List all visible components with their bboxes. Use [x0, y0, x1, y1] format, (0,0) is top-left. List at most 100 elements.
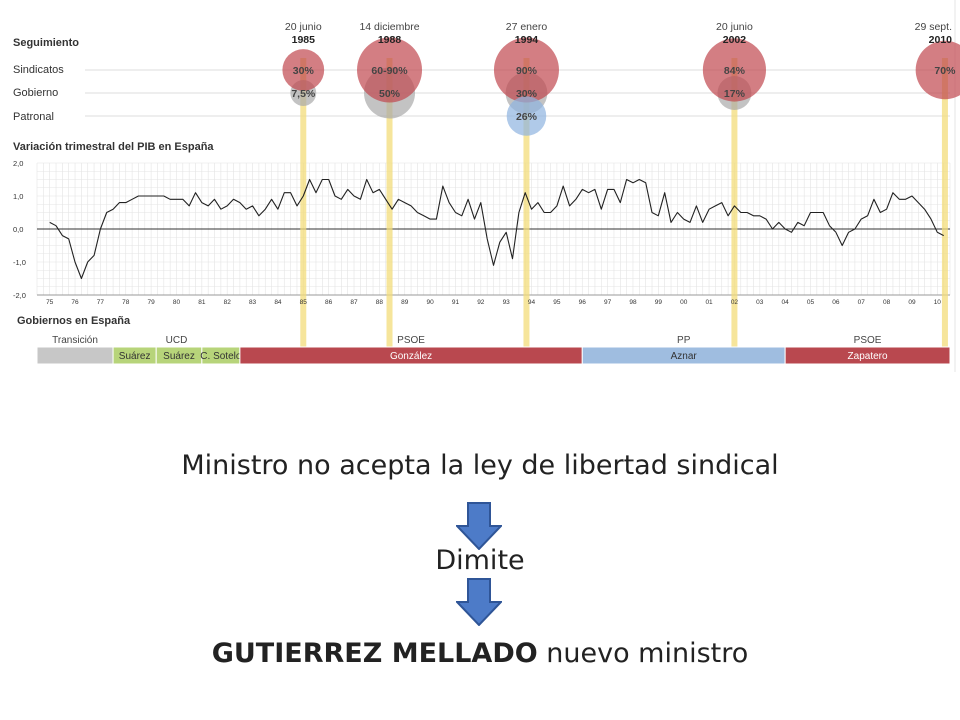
event-lines — [300, 58, 948, 356]
x-tick-label: 01 — [705, 299, 713, 306]
y-tick-label: -2,0 — [13, 291, 26, 300]
x-tick-label: 07 — [858, 299, 866, 306]
event-year: 1994 — [515, 34, 539, 46]
governments-heading: Gobiernos en España — [17, 315, 131, 327]
event-date: 27 enero — [506, 21, 548, 33]
event-date: 29 sept. — [915, 21, 952, 33]
strike-gdp-chart: 2,0 1,0 0,0 -1,0 -2,0 75 76 77 78 79 80 81 82 83 84 85 8… — [0, 0, 960, 372]
slide-line-1: Ministro no acepta la ley de libertad si… — [181, 450, 779, 481]
x-tick-label: 05 — [807, 299, 815, 306]
party-label: PSOE — [854, 335, 882, 346]
patronal-bubble — [506, 96, 547, 136]
event-year: 1985 — [292, 34, 316, 46]
x-tick-label: 08 — [883, 299, 891, 306]
sindicatos-percent: 90% — [516, 65, 538, 77]
x-tick-label: 84 — [274, 299, 282, 306]
x-tick-label: 94 — [528, 299, 536, 306]
event-year: 1988 — [378, 34, 402, 46]
sindicatos-percent: 84% — [724, 65, 746, 77]
event-date: 20 junio — [285, 21, 322, 33]
chart-grid — [36, 69, 951, 296]
x-tick-label: 90 — [426, 299, 434, 306]
x-tick-label: 95 — [553, 299, 561, 306]
x-tick-label: 10 — [934, 299, 942, 306]
sindicatos-bubble — [493, 37, 559, 103]
gobierno-percent: 7,5% — [291, 88, 316, 100]
x-tick-label: 92 — [477, 299, 485, 306]
government-term-label: González — [390, 351, 432, 362]
x-tick-label: 77 — [97, 299, 105, 306]
government-term-bar — [36, 346, 114, 365]
event-line — [523, 58, 530, 356]
tracking-heading: Seguimiento — [13, 37, 79, 49]
party-label: PSOE — [397, 335, 425, 346]
x-tick-label: 09 — [908, 299, 916, 306]
new-minister-name: GUTIERREZ MELLADO — [211, 638, 538, 669]
x-tick-label: 75 — [46, 299, 54, 306]
patronal-percent: 26% — [516, 111, 538, 123]
x-tick-label: 91 — [452, 299, 460, 306]
event-line — [300, 58, 307, 356]
x-tick-label: 06 — [832, 299, 840, 306]
x-tick-label: 80 — [173, 299, 181, 306]
y-tick-label: 2,0 — [13, 159, 23, 168]
x-tick-label: 86 — [325, 299, 333, 306]
gobierno-percent: 17% — [724, 88, 746, 100]
party-label: Transición — [52, 335, 98, 346]
row-label-sindicatos: Sindicatos — [13, 64, 64, 76]
sindicatos-percent: 70% — [934, 65, 956, 77]
x-tick-label: 00 — [680, 299, 688, 306]
party-label: PP — [677, 335, 691, 346]
sindicatos-percent: 30% — [293, 65, 315, 77]
x-tick-label: 98 — [629, 299, 637, 306]
x-tick-label: 03 — [756, 299, 764, 306]
sindicatos-bubble — [282, 49, 325, 91]
sindicatos-bubble — [915, 40, 960, 100]
gobierno-percent: 30% — [516, 88, 538, 100]
government-bar: Transición UCD PSOE PP PSOE Suárez Suárez C. So… — [36, 335, 951, 365]
x-tick-label: 87 — [350, 299, 358, 306]
gdp-series-line — [49, 178, 944, 280]
new-minister-rest: nuevo ministro — [537, 638, 749, 669]
event-date: 20 junio — [716, 21, 753, 33]
government-term-label: Suárez — [119, 351, 151, 362]
x-tick-label: 02 — [731, 299, 739, 306]
party-label: UCD — [166, 335, 188, 346]
chart-background — [0, 0, 960, 372]
x-tick-label: 99 — [655, 299, 663, 306]
x-tick-label: 97 — [604, 299, 612, 306]
row-label-patronal: Patronal — [13, 111, 54, 123]
sindicatos-bubble — [702, 38, 767, 102]
chart-title: Variación trimestral del PIB en España — [13, 141, 214, 153]
x-tick-label: 04 — [782, 299, 790, 306]
x-tick-label: 89 — [401, 299, 409, 306]
sindicatos-percent: 60-90% — [371, 65, 408, 77]
x-tick-label: 79 — [148, 299, 156, 306]
event-line — [386, 58, 393, 356]
event-date: 14 diciembre — [359, 21, 419, 33]
government-term-label: C. Sotelo — [200, 351, 242, 362]
x-tick-label: 81 — [198, 299, 206, 306]
gobierno-percent: 50% — [379, 88, 401, 100]
government-term-label: Aznar — [671, 351, 698, 362]
sindicatos-bubble — [357, 37, 423, 103]
government-term-label: Zapatero — [848, 351, 888, 362]
event-line — [731, 58, 738, 356]
slide-line-3: GUTIERREZ MELLADO nuevo ministro — [0, 638, 960, 669]
x-tick-label: 83 — [249, 299, 257, 306]
tracking-bubbles — [282, 37, 960, 136]
event-year: 2002 — [723, 34, 747, 46]
row-label-gobierno: Gobierno — [13, 87, 58, 99]
down-arrow-icon — [456, 578, 502, 626]
government-term-bar — [784, 346, 951, 365]
y-tick-label: -1,0 — [13, 258, 26, 267]
down-arrow-icon — [456, 502, 502, 550]
y-tick-label: 0,0 — [13, 225, 23, 234]
slide-line-2: Dimite — [435, 545, 525, 576]
event-line — [941, 58, 948, 356]
x-tick-label: 88 — [376, 299, 384, 306]
x-tick-label: 93 — [503, 299, 511, 306]
x-tick-label: 78 — [122, 299, 130, 306]
government-term-label: Suárez — [163, 351, 195, 362]
x-tick-label: 76 — [71, 299, 79, 306]
